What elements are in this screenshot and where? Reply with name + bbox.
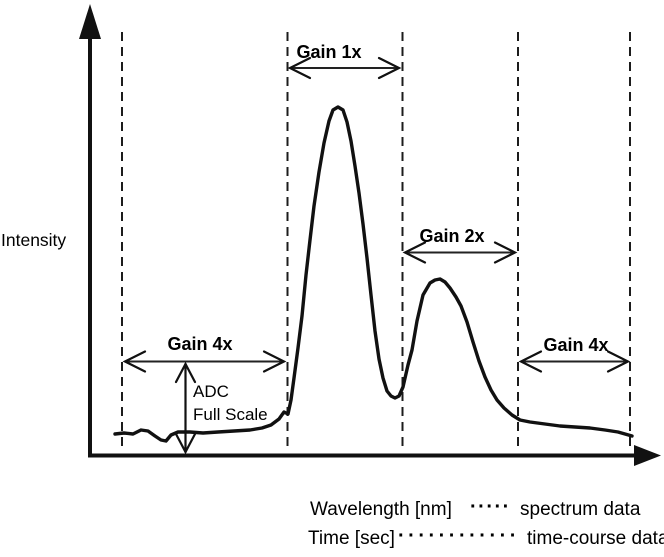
legend-desc-spectrum: spectrum data [520,499,641,520]
y-axis-arrowhead [79,4,101,39]
region-boundaries [121,32,631,450]
gain-2x-arrowhead-left [402,241,427,264]
gain-2x-label: Gain 2x [419,226,484,246]
gain-4x-left-label: Gain 4x [167,334,232,354]
legend: Wavelength [nm] ····· spectrum data Time… [308,496,664,549]
legend-row-spectrum: Wavelength [nm] ····· spectrum data [310,496,641,520]
gain-region-2x: Gain 2x [402,226,518,264]
adc-arrowhead-down [174,432,197,455]
signal-curve [113,105,634,443]
adc-label-line1: ADC [193,382,229,401]
gain-region-4x-left: Gain 4x [122,334,287,373]
legend-desc-time-course: time-course data [527,528,664,549]
adc-arrowhead-up [174,361,197,384]
legend-row-time-course: Time [sec] ············ time-course data [308,525,664,549]
gain-1x-arrowhead-left [287,56,312,80]
axes [79,4,661,466]
legend-key-spectrum: ····· [470,496,511,518]
y-axis-label: Intensity [1,230,66,250]
gain-4x-right-arrowhead-right [606,350,631,373]
adc-label-line2: Full Scale [193,405,268,424]
gain-region-4x-right: Gain 4x [518,335,631,373]
x-axis-arrowhead [634,445,661,466]
gain-4x-left-arrowhead-right [262,350,287,373]
gain-4x-left-arrowhead-left [122,350,147,373]
legend-key-time-course: ············ [398,525,520,547]
gain-2x-arrowhead-right [493,241,518,264]
gain-region-1x: Gain 1x [287,42,402,80]
legend-axis-time: Time [sec] [308,528,395,549]
gain-4x-right-label: Gain 4x [543,335,608,355]
legend-axis-wavelength: Wavelength [nm] [310,499,452,520]
adc-full-scale-annotation: ADC Full Scale [174,361,268,455]
gain-4x-right-arrowhead-left [518,350,543,373]
gain-1x-label: Gain 1x [296,42,361,62]
gain-1x-arrowhead-right [377,56,402,80]
